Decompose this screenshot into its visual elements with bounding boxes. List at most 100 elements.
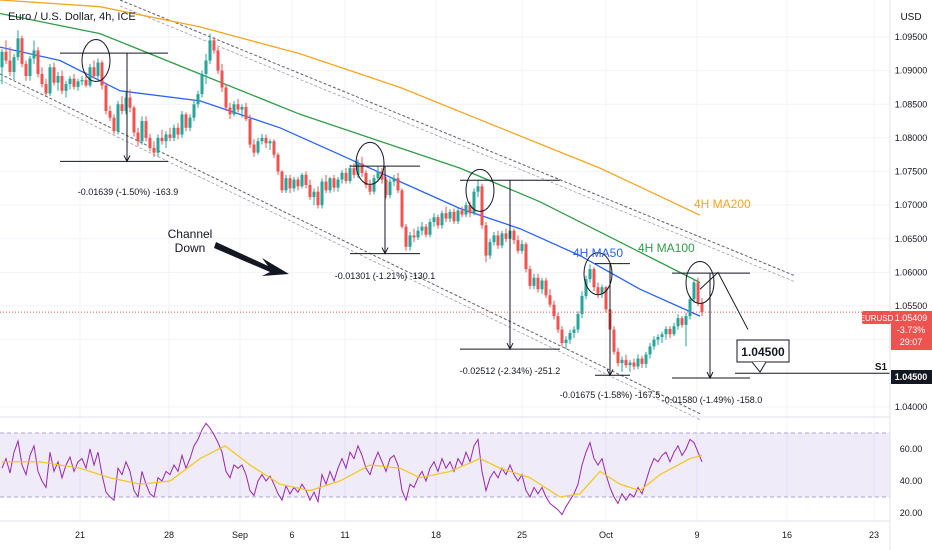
candle-body bbox=[308, 184, 312, 198]
candle-body bbox=[0, 51, 4, 68]
time-tick-label: 11 bbox=[340, 530, 349, 540]
candle-body bbox=[48, 67, 52, 94]
candle-body bbox=[96, 62, 100, 77]
candle-body bbox=[400, 190, 404, 227]
candle-body bbox=[676, 318, 680, 327]
support-callout-tail bbox=[751, 361, 767, 373]
last-price-value: 1.05409 bbox=[895, 313, 928, 323]
candle-body bbox=[428, 221, 432, 235]
candle-body bbox=[276, 154, 280, 172]
candle-body bbox=[596, 287, 600, 294]
candle-body bbox=[112, 117, 116, 132]
candle-body bbox=[544, 280, 548, 296]
candle-body bbox=[500, 233, 504, 246]
time-tick-label: 23 bbox=[869, 530, 879, 540]
candle-body bbox=[436, 217, 440, 226]
candle-body bbox=[444, 213, 448, 219]
candle-body bbox=[480, 186, 484, 226]
candle-body bbox=[20, 38, 24, 64]
candle-body bbox=[204, 60, 208, 74]
candle-body bbox=[612, 329, 616, 352]
candle-body bbox=[488, 242, 492, 256]
candle-body bbox=[384, 179, 388, 196]
candle-body bbox=[368, 184, 372, 192]
candle-body bbox=[456, 210, 460, 222]
candle-body bbox=[268, 141, 272, 144]
channel-label-line1: Channel bbox=[168, 227, 213, 241]
candle-body bbox=[636, 358, 640, 367]
candle-body bbox=[660, 334, 664, 337]
candle-body bbox=[620, 359, 624, 364]
candle-body bbox=[700, 302, 704, 313]
time-axis[interactable]: 21 28 Sep 6 11 18 25 Oct 9 16 23 bbox=[75, 530, 879, 540]
candle-body bbox=[100, 62, 104, 86]
candle-body bbox=[216, 50, 220, 71]
candle-body bbox=[680, 318, 684, 325]
measure-label: -0.02512 (-2.34%) -251.2 bbox=[460, 366, 561, 376]
candle-body bbox=[304, 174, 308, 185]
price-tick-label: 1.05500 bbox=[895, 301, 928, 311]
candle-body bbox=[616, 351, 620, 364]
rsi-tick-label: 40.00 bbox=[900, 476, 923, 486]
time-tick-label: 25 bbox=[517, 530, 527, 540]
candle-body bbox=[644, 354, 648, 364]
candle-body bbox=[272, 141, 276, 155]
rsi-line bbox=[1, 422, 703, 516]
measure-arrowhead bbox=[706, 371, 714, 380]
measure-label: -0.01675 (-1.58%) -167.5 bbox=[560, 390, 661, 400]
chart-title: Euro / U.S. Dollar, 4h, ICE bbox=[8, 11, 136, 23]
candle-body bbox=[468, 205, 472, 214]
candle-body bbox=[152, 147, 156, 153]
candle-body bbox=[492, 235, 496, 243]
candle-body bbox=[172, 127, 176, 138]
candle-body bbox=[356, 163, 360, 175]
ma200-label: 4H MA200 bbox=[694, 197, 751, 211]
candle-body bbox=[56, 76, 60, 83]
measure-arrowhead bbox=[123, 155, 131, 163]
support-callout-text: 1.04500 bbox=[741, 345, 785, 359]
candle-body bbox=[476, 186, 480, 192]
candle-body bbox=[592, 269, 596, 288]
time-tick-label: 6 bbox=[289, 530, 294, 540]
candle-body bbox=[116, 104, 120, 132]
candle-body bbox=[68, 78, 72, 85]
measure-label: -0.01639 (-1.50%) -163.9 bbox=[78, 187, 179, 197]
candle-body bbox=[432, 217, 436, 222]
candle-body bbox=[24, 63, 28, 77]
annotations bbox=[0, 39, 890, 374]
candle-body bbox=[688, 299, 692, 317]
candle-body bbox=[548, 295, 552, 305]
candle-body bbox=[420, 226, 424, 231]
candle-body bbox=[336, 179, 340, 188]
price-tick-label: 1.09000 bbox=[895, 66, 928, 76]
moving-averages bbox=[0, 0, 701, 317]
candle-body bbox=[604, 287, 608, 310]
candle-body bbox=[312, 191, 316, 198]
candle-body bbox=[228, 107, 232, 115]
time-tick-label: 28 bbox=[164, 530, 174, 540]
candle-body bbox=[108, 110, 112, 118]
candle-body bbox=[320, 181, 324, 206]
candle-body bbox=[76, 81, 80, 87]
candle-body bbox=[652, 339, 656, 347]
candle-body bbox=[484, 225, 488, 256]
candle-body bbox=[236, 104, 240, 110]
high-circle bbox=[355, 141, 385, 185]
candle-body bbox=[352, 168, 356, 175]
rsi-axis[interactable]: 60.00 40.00 20.00 bbox=[900, 444, 923, 518]
ma-line-2 bbox=[0, 0, 701, 216]
candle-body bbox=[132, 107, 136, 133]
candle-body bbox=[360, 163, 364, 173]
candle-body bbox=[572, 329, 576, 333]
candle-body bbox=[120, 104, 124, 111]
candles[interactable] bbox=[0, 30, 704, 372]
candle-body bbox=[552, 304, 556, 317]
candle-body bbox=[460, 210, 464, 215]
channel-upper-line bbox=[119, 0, 796, 277]
measure-arrowhead bbox=[506, 342, 514, 351]
candle-body bbox=[424, 226, 428, 235]
price-tick-label: 1.07500 bbox=[895, 167, 928, 177]
candle-body bbox=[564, 339, 568, 344]
candle-body bbox=[396, 178, 400, 191]
